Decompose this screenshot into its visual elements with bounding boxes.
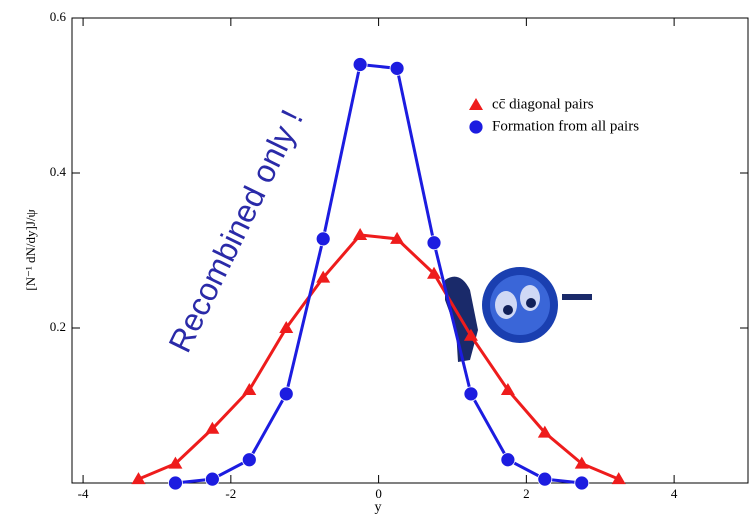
marker	[426, 235, 442, 251]
marker	[537, 471, 553, 487]
marker	[242, 383, 257, 395]
plot-frame	[71, 17, 749, 484]
annotation: Recombined only !	[161, 104, 310, 358]
marker	[131, 472, 146, 485]
marker	[353, 228, 368, 240]
marker	[574, 475, 590, 491]
series-line	[137, 233, 620, 481]
marker	[389, 60, 405, 76]
x-tick-label: 4	[671, 486, 678, 501]
marker	[279, 321, 294, 333]
marker	[315, 231, 331, 247]
marker	[463, 386, 479, 402]
x-tick-label: 2	[523, 486, 530, 501]
marker	[205, 421, 220, 434]
legend-marker	[468, 119, 484, 135]
marker	[352, 57, 368, 72]
marker	[427, 266, 442, 279]
y-tick-label: 0.6	[50, 9, 67, 24]
x-tick-label: -4	[78, 486, 89, 501]
legend-label: Formation from all pairs	[492, 118, 639, 134]
marker	[537, 425, 552, 438]
x-axis-label: y	[375, 500, 382, 515]
mascot	[445, 267, 592, 362]
marker	[463, 328, 478, 341]
marker	[168, 456, 183, 469]
y-tick-label: 0.2	[50, 319, 66, 334]
y-tick-label: 0.4	[50, 164, 67, 179]
marker	[278, 386, 294, 402]
marker	[390, 231, 405, 244]
x-tick-label: 0	[375, 486, 382, 501]
marker	[611, 472, 626, 485]
marker	[241, 452, 257, 468]
legend-label: cc̄ diagonal pairs	[492, 96, 594, 112]
legend-marker	[469, 98, 483, 110]
marker	[204, 471, 220, 487]
y-axis-label: [N⁻¹ dN/dy]J/ψ	[23, 209, 38, 290]
marker	[574, 456, 589, 469]
marker	[316, 270, 331, 283]
marker	[168, 475, 183, 491]
marker	[500, 383, 515, 395]
x-tick-label: -2	[225, 486, 236, 501]
marker	[500, 452, 516, 468]
